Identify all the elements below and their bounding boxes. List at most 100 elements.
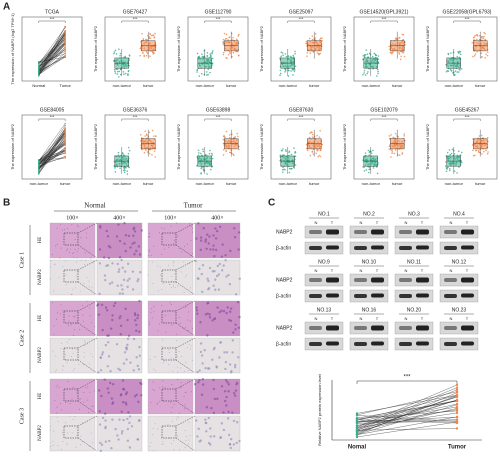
dot <box>113 68 116 71</box>
nucleus <box>67 432 69 434</box>
nucleus <box>153 450 155 452</box>
pair-line <box>38 131 66 161</box>
dot <box>222 38 225 41</box>
dot <box>312 153 315 155</box>
nucleus <box>212 387 216 391</box>
dot <box>152 51 154 54</box>
nucleus <box>126 343 129 347</box>
dot <box>477 151 480 153</box>
nucleus <box>78 398 80 400</box>
nucleus <box>169 302 171 304</box>
nucleus <box>76 321 78 323</box>
nucleus <box>75 323 77 325</box>
nucleus <box>120 284 123 287</box>
pair-line <box>38 153 66 161</box>
nucleus <box>237 326 241 329</box>
nucleus <box>225 404 228 407</box>
dot <box>376 68 379 71</box>
pair-line <box>356 395 458 421</box>
dot <box>236 38 238 41</box>
nucleus <box>215 248 218 252</box>
dot <box>227 53 230 56</box>
dot <box>449 153 451 156</box>
dot <box>232 51 235 54</box>
dot <box>455 418 459 421</box>
nucleus <box>173 239 175 241</box>
nucleus <box>61 229 63 231</box>
dot <box>206 52 209 54</box>
nucleus <box>188 262 190 264</box>
pair-line <box>38 135 66 162</box>
pair-line <box>38 129 66 174</box>
nucleus <box>168 246 170 248</box>
pair-line <box>38 131 66 168</box>
nucleus <box>116 434 119 437</box>
nucleus <box>119 333 122 336</box>
x-tick-label: non-tumor <box>113 181 132 186</box>
band <box>444 278 457 282</box>
dot <box>209 53 212 55</box>
nucleus <box>233 227 236 230</box>
sig-label: *** <box>133 114 138 119</box>
nucleus <box>97 313 101 316</box>
pair-line <box>38 44 66 76</box>
dot <box>144 135 146 137</box>
x-tick-label: non-tumor <box>445 181 464 186</box>
panel-label: A <box>3 2 10 13</box>
nucleus <box>231 351 234 354</box>
dot <box>398 53 401 55</box>
nucleus <box>188 439 190 441</box>
micrograph <box>147 222 194 259</box>
dot <box>142 52 144 54</box>
x-tick-label: non-tumor <box>362 181 381 186</box>
dot <box>377 70 379 73</box>
zoom-line <box>77 415 98 427</box>
dot <box>121 152 124 154</box>
dot <box>64 39 66 42</box>
nucleus <box>151 261 153 263</box>
nucleus <box>185 391 187 393</box>
dot <box>403 133 405 135</box>
nucleus <box>69 415 71 417</box>
nucleus <box>167 424 169 426</box>
inset <box>63 388 79 402</box>
nucleus <box>73 316 75 318</box>
dot <box>228 134 231 136</box>
y-axis-label: The expression of NABP2 <box>176 25 181 72</box>
nucleus <box>229 446 233 450</box>
magnification: 100× <box>164 215 176 221</box>
nucleus <box>204 366 207 370</box>
dot <box>371 55 374 58</box>
nucleus <box>73 251 75 253</box>
nucleus <box>100 394 103 398</box>
nucleus <box>78 363 80 365</box>
dot <box>38 162 40 164</box>
inset <box>161 232 177 246</box>
nucleus <box>78 248 80 250</box>
dot <box>140 137 143 139</box>
sig-label: *** <box>299 114 304 119</box>
nucleus <box>187 319 189 321</box>
nucleus <box>233 235 237 239</box>
dot <box>146 134 148 137</box>
nucleus <box>161 346 163 348</box>
dot <box>282 171 284 173</box>
nucleus <box>68 320 70 322</box>
nucleus <box>126 279 129 282</box>
nucleus <box>218 310 221 314</box>
zoom-line <box>175 281 196 296</box>
dot <box>154 156 157 158</box>
zoom-line <box>175 244 196 259</box>
nucleus <box>77 224 79 226</box>
inset <box>63 232 79 246</box>
magnification: 400× <box>113 215 125 221</box>
nucleus <box>237 356 240 359</box>
nucleus <box>136 438 140 441</box>
dot <box>210 152 213 155</box>
dot <box>398 154 401 157</box>
dot <box>367 149 370 152</box>
x-tick-label: tumor <box>475 83 486 88</box>
dot <box>369 53 372 56</box>
nucleus <box>89 315 91 317</box>
blot <box>304 337 344 351</box>
